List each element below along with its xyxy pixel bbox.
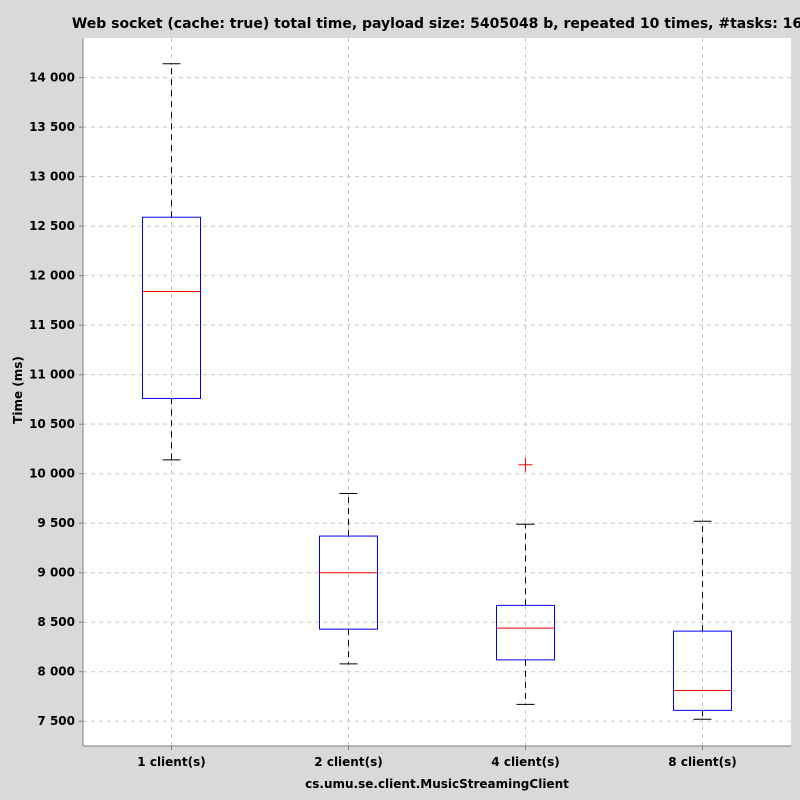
x-tick-label: 8 client(s): [668, 755, 736, 769]
y-tick-label: 14 000: [29, 71, 75, 85]
x-tick-label: 4 client(s): [491, 755, 559, 769]
y-tick-label: 7 500: [37, 714, 75, 728]
y-tick-label: 13 500: [29, 120, 75, 134]
plot-area: [83, 38, 791, 746]
y-tick-label: 11 500: [29, 318, 75, 332]
box-2: [319, 492, 378, 665]
chart-title: Web socket (cache: true) total time, pay…: [72, 16, 800, 32]
axes: 7 500 8 000 8 500 9 000 9 500 10 000 10 500 11 …: [29, 38, 791, 769]
x-tick-label: 1 client(s): [137, 755, 205, 769]
y-tick-label: 12 500: [29, 219, 75, 233]
y-tick-label: 13 000: [29, 170, 75, 184]
x-tick-label: 2 client(s): [314, 755, 382, 769]
y-tick-label: 9 500: [37, 516, 75, 530]
y-tick-label: 10 000: [29, 467, 75, 481]
box-iqr: [496, 604, 555, 661]
box-iqr: [319, 535, 378, 630]
box-3: [496, 457, 555, 705]
y-tick-label: 8 500: [37, 615, 75, 629]
y-tick-label: 10 500: [29, 417, 75, 431]
box-4: [673, 520, 732, 720]
x-axis-label: cs.umu.se.client.MusicStreamingClient: [305, 777, 569, 791]
y-tick-label: 9 000: [37, 566, 75, 580]
grid-lines: [83, 38, 791, 746]
y-tick-label: 11 000: [29, 368, 75, 382]
y-tick-label: 8 000: [37, 665, 75, 679]
box-1: [142, 63, 201, 461]
y-tick-label: 12 000: [29, 269, 75, 283]
box-iqr: [673, 630, 732, 711]
box-iqr: [142, 216, 201, 399]
boxes: [142, 63, 732, 720]
y-axis-label: Time (ms): [11, 356, 25, 424]
